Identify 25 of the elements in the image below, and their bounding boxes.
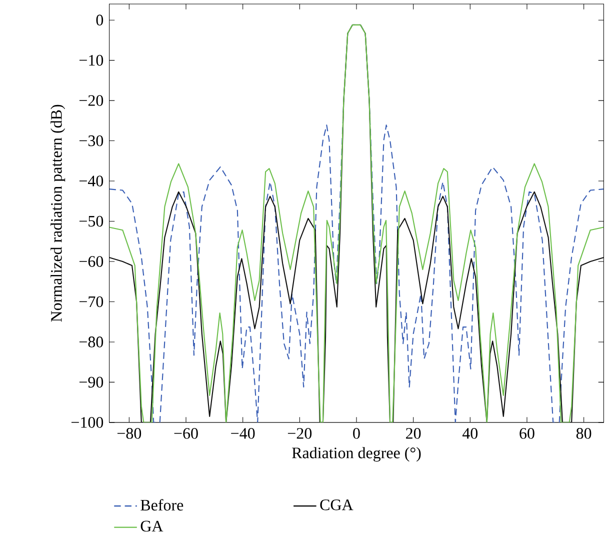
x-tick-label: −20: [288, 428, 312, 439]
x-axis-title: Radiation degree (°): [292, 447, 421, 462]
y-tick-label: −100: [71, 417, 104, 428]
x-tick-label: 60: [520, 428, 534, 439]
x-tick-label: −40: [231, 428, 255, 439]
y-tick-label: −20: [79, 95, 104, 106]
y-tick-label: −90: [79, 376, 104, 388]
x-tick-label: 40: [462, 428, 478, 439]
legend-label: GA: [140, 520, 164, 532]
x-tick-label: −80: [117, 428, 142, 439]
y-tick-label: 0: [96, 14, 104, 26]
y-tick-label: −50: [79, 216, 104, 227]
x-tick-label: 0: [353, 428, 360, 439]
legend-label: CGA: [320, 500, 354, 510]
y-tick-label: −10: [79, 55, 104, 66]
x-tick-label: 20: [406, 428, 421, 439]
y-tick-label: −60: [79, 256, 104, 268]
y-tick-label: −40: [79, 176, 104, 187]
x-tick-label: 80: [576, 428, 592, 439]
legend-label: Before: [140, 499, 184, 511]
x-tick-label: −60: [174, 428, 198, 439]
y-tick-label: −30: [79, 136, 104, 146]
y-tick-label: −70: [79, 296, 104, 308]
y-axis-title: Normalized radiation pattern (dB): [50, 105, 66, 322]
y-tick-label: −80: [79, 336, 104, 348]
